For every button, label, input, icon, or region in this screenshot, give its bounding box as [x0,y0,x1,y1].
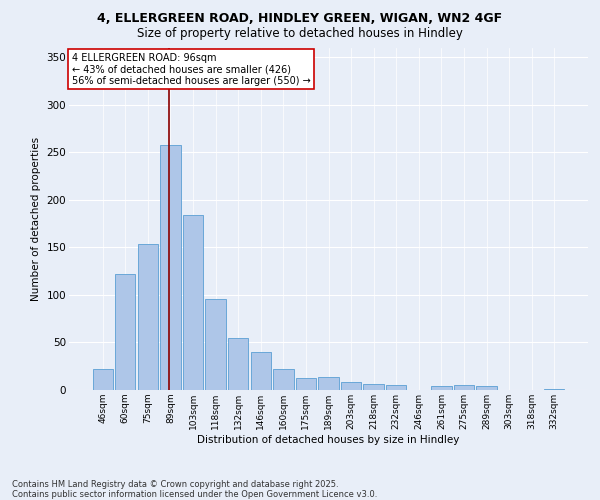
Bar [341,382,361,390]
Text: 4 ELLERGREEN ROAD: 96sqm
← 43% of detached houses are smaller (426)
56% of semi-: 4 ELLERGREEN ROAD: 96sqm ← 43% of detach… [71,52,310,86]
Bar [138,244,158,390]
Bar [319,376,338,390]
Bar [454,385,474,390]
Text: Contains HM Land Registry data © Crown copyright and database right 2025.: Contains HM Land Registry data © Crown c… [12,480,338,489]
Text: Size of property relative to detached houses in Hindley: Size of property relative to detached ho… [137,28,463,40]
Bar [115,274,136,390]
Bar [544,389,565,390]
Bar [296,378,316,390]
Bar [476,386,497,390]
Bar [183,215,203,390]
Text: Contains public sector information licensed under the Open Government Licence v3: Contains public sector information licen… [12,490,377,499]
Text: 4, ELLERGREEN ROAD, HINDLEY GREEN, WIGAN, WN2 4GF: 4, ELLERGREEN ROAD, HINDLEY GREEN, WIGAN… [97,12,503,26]
Bar [251,352,271,390]
Bar [228,338,248,390]
Bar [92,369,113,390]
Bar [160,146,181,390]
Bar [205,298,226,390]
Y-axis label: Number of detached properties: Number of detached properties [31,136,41,301]
X-axis label: Distribution of detached houses by size in Hindley: Distribution of detached houses by size … [197,434,460,444]
Bar [364,384,384,390]
Bar [273,369,293,390]
Bar [386,385,406,390]
Bar [431,386,452,390]
